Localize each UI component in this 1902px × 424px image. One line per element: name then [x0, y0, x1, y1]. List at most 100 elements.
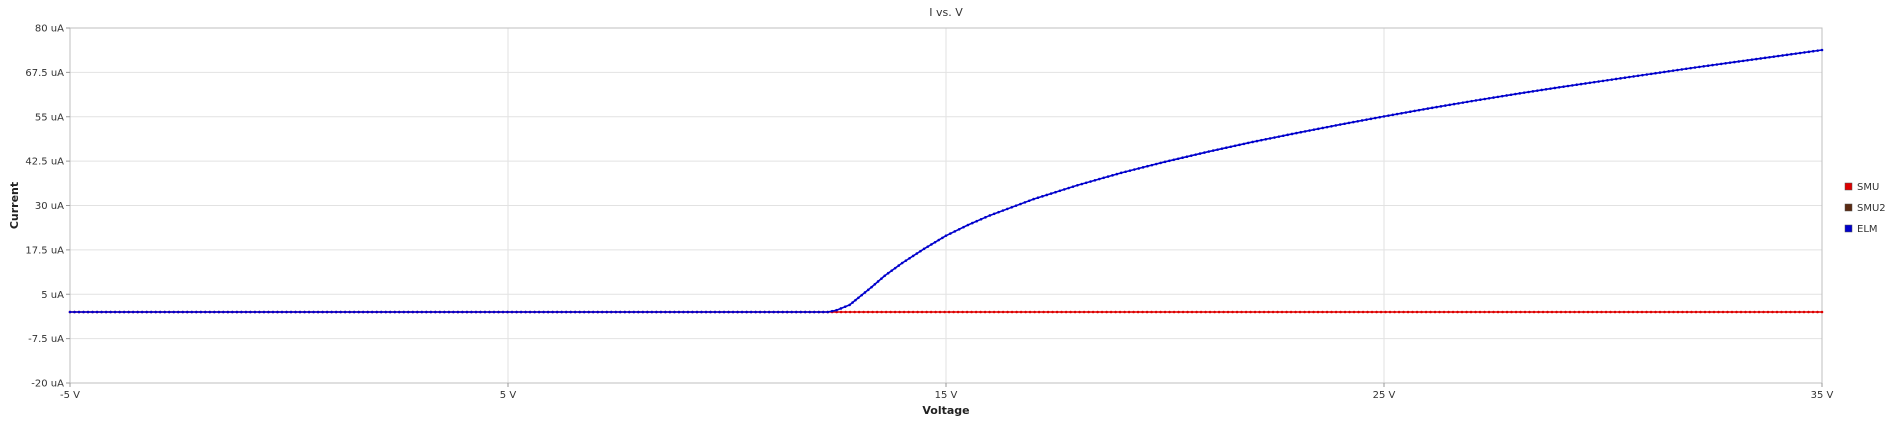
data-point [1163, 310, 1167, 314]
data-point [1568, 310, 1572, 314]
data-point [384, 310, 388, 314]
data-point [1028, 310, 1032, 314]
data-point [1312, 310, 1315, 314]
data-point [1114, 310, 1117, 314]
data-point [1225, 146, 1228, 150]
data-point [1474, 99, 1478, 102]
data-point [348, 310, 351, 314]
data-point [952, 310, 955, 314]
series-layer [68, 48, 1824, 314]
data-point [1708, 310, 1711, 314]
data-point [908, 256, 911, 260]
data-point [880, 310, 883, 314]
data-point [870, 285, 873, 289]
data-point [758, 310, 762, 314]
data-point [848, 310, 852, 314]
data-point [479, 310, 482, 314]
data-point [1433, 310, 1437, 314]
data-point [194, 310, 198, 314]
data-point [1058, 189, 1062, 193]
data-point [325, 310, 329, 314]
data-point [1798, 51, 1802, 55]
data-point [411, 310, 415, 314]
data-point [919, 249, 922, 253]
data-point [393, 310, 397, 314]
x-axis-title: Voltage [922, 404, 969, 417]
data-point [902, 310, 906, 314]
data-point [199, 310, 203, 314]
data-point [1076, 183, 1079, 187]
data-point [731, 310, 735, 314]
data-point [438, 310, 442, 314]
data-point [1735, 310, 1738, 314]
data-point [1268, 137, 1272, 140]
data-point [799, 310, 802, 314]
data-point [1586, 310, 1590, 314]
data-point [749, 310, 753, 314]
data-point [1402, 310, 1405, 314]
data-point [1189, 154, 1193, 157]
data-point [1276, 310, 1279, 314]
data-point [1361, 310, 1365, 314]
y-tick-label: 5 uA [41, 290, 64, 301]
data-point [470, 310, 473, 314]
data-point [1290, 132, 1294, 136]
data-point [970, 310, 973, 314]
data-point [1536, 89, 1539, 92]
data-point [167, 310, 171, 314]
data-point [1299, 130, 1303, 134]
data-point [1049, 192, 1053, 195]
data-point [1680, 68, 1684, 71]
data-point [632, 310, 636, 314]
data-point [1105, 310, 1108, 314]
data-point [1531, 90, 1535, 93]
data-point [1001, 310, 1005, 314]
data-point [1505, 94, 1508, 97]
data-point [1671, 69, 1675, 72]
data-point [1045, 193, 1049, 197]
data-point [1185, 155, 1189, 158]
data-point [1343, 310, 1347, 314]
data-point [591, 310, 595, 314]
data-point [929, 310, 933, 314]
data-point [1154, 310, 1158, 314]
data-point [1069, 310, 1072, 314]
data-point [1456, 310, 1459, 314]
data-point [997, 310, 1000, 314]
data-point [812, 310, 816, 314]
data-point [979, 217, 983, 221]
data-point [1444, 104, 1447, 107]
data-point [966, 223, 970, 227]
data-point [1115, 172, 1119, 176]
data-point [1631, 310, 1635, 314]
data-point [528, 310, 532, 314]
data-point [140, 310, 144, 314]
data-point [1582, 310, 1585, 314]
data-point [1411, 310, 1414, 314]
data-point [1566, 84, 1570, 88]
data-point [866, 310, 870, 314]
data-point [700, 310, 703, 314]
data-point [1776, 54, 1780, 58]
data-point [501, 310, 505, 314]
data-point [1262, 310, 1266, 314]
data-point [488, 310, 491, 314]
data-point [104, 310, 108, 314]
data-point [1492, 96, 1495, 99]
data-point [893, 266, 897, 270]
data-point [916, 310, 919, 314]
data-point [1294, 310, 1297, 314]
data-point [1689, 66, 1692, 70]
data-point [1046, 310, 1050, 314]
data-point [1111, 174, 1114, 177]
data-point [1575, 83, 1579, 87]
data-point [122, 310, 126, 314]
data-point [519, 310, 523, 314]
data-point [984, 216, 987, 219]
data-point [944, 234, 948, 237]
data-point [1595, 310, 1599, 314]
data-point [677, 310, 681, 314]
data-point [1168, 159, 1171, 163]
data-point [937, 238, 940, 242]
